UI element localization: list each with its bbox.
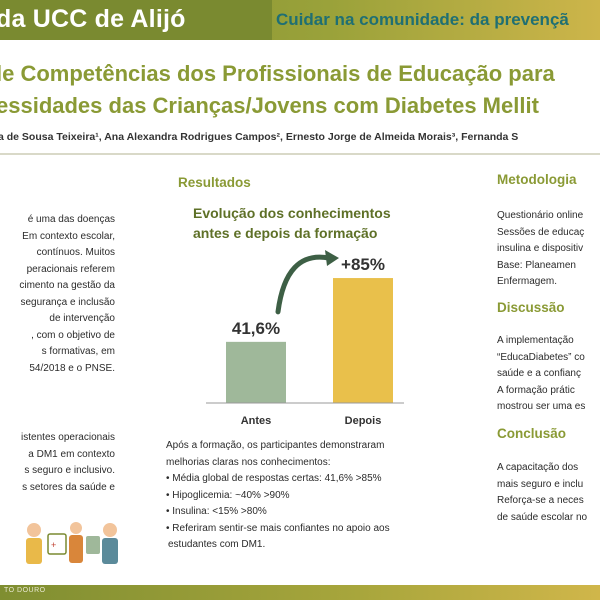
results-intro-line-1: Após a formação, os participantes demons…	[166, 440, 385, 451]
methodology-line-2: Sessões de educaç	[497, 226, 585, 238]
results-bullet-1: • Média global de respostas certas: 41,6…	[166, 473, 382, 484]
left-intro-line-5: cimento na gestão da	[19, 280, 115, 291]
left-intro-line-10: 54/2018 e o PNSE.	[29, 362, 115, 374]
methodology-line-3: insulina e dispositiv	[497, 243, 584, 254]
conclusion-heading: Conclusão	[497, 426, 567, 441]
results-intro-line-2: melhorias claras nos conhecimentos:	[166, 456, 331, 468]
left-objectives-line-4: s setores da saúde e	[22, 481, 115, 493]
chart-title-line-2: antes e depois da formação	[193, 225, 378, 241]
conclusion-line-1: A capacitação dos	[497, 462, 579, 473]
svg-text:+: +	[51, 540, 56, 550]
discussion-text: A implementação “EducaDiabetes” co saúde e…	[497, 333, 585, 416]
methodology-line-5: Enfermagem.	[497, 276, 558, 287]
authors: a de Sousa Teixeira¹, Ana Alexandra Rodr…	[0, 131, 519, 143]
methodology-line-1: Questionário online	[497, 210, 584, 221]
left-intro-line-1: é uma das doenças	[27, 214, 115, 225]
bar-depois	[333, 278, 393, 403]
discussion-heading: Discussão	[497, 300, 565, 315]
header-subtitle: Cuidar na comunidade: da prevençã	[276, 10, 569, 29]
header-band: da UCC de Alijó Cuidar na comunidade: da…	[0, 0, 600, 40]
title-divider	[0, 153, 600, 155]
children-illustration: +	[26, 522, 118, 564]
left-intro-line-6: segurança e inclusão	[20, 296, 115, 308]
category-label-1: Antes	[241, 415, 272, 427]
poster-title-line-1: le Competências dos Profissionais de Edu…	[0, 61, 555, 86]
conclusion-text: A capacitação dos mais seguro e inclu Refo…	[497, 460, 587, 526]
discussion-line-4: A formação prátic	[497, 384, 575, 396]
results-bullet-2: • Hipoglicemia: ~40% >90%	[166, 489, 290, 501]
knowledge-bar-chart: 41,6% Antes +85% Depois	[206, 250, 404, 427]
discussion-line-3: saúde e a confianç	[497, 368, 581, 379]
discussion-line-1: A implementação	[497, 335, 574, 346]
left-intro-line-3: contínuos. Muitos	[36, 247, 115, 258]
conclusion-line-3: Reforça-se a neces	[497, 495, 584, 506]
category-label-2: Depois	[345, 415, 382, 427]
left-intro-line-2: Em contexto escolar,	[22, 230, 115, 242]
poster-title-line-2: essidades das Crianças/Jovens com Diabet…	[0, 93, 539, 118]
left-intro-text: é uma das doenças Em contexto escolar, con…	[0, 212, 115, 377]
improvement-arrow	[275, 254, 332, 315]
bar-antes	[226, 341, 286, 403]
left-objectives-text: istentes operacionais a DM1 em contexto s …	[0, 430, 115, 496]
footer-text: TO DOURO	[4, 587, 46, 594]
improvement-arrow-head	[325, 250, 339, 267]
results-heading: Resultados	[178, 175, 251, 190]
results-bullet-4: • Referiram sentir-se mais confiantes no…	[166, 522, 390, 534]
discussion-line-5: mostrou ser uma es	[497, 401, 586, 412]
left-intro-line-9: s formativas, em	[41, 346, 115, 357]
header-title-block	[0, 0, 272, 40]
methodology-heading: Metodologia	[497, 172, 577, 187]
results-bullet-3: • Insulina: <15% >80%	[166, 506, 267, 517]
left-intro-line-7: de intervenção	[49, 313, 115, 324]
bar-value-label-1: 41,6%	[232, 319, 280, 338]
header-title: da UCC de Alijó	[0, 5, 186, 33]
bar-value-label-2: +85%	[341, 255, 385, 274]
chart-title-line-1: Evolução dos conhecimentos	[193, 205, 391, 221]
left-intro-line-8: , com o objetivo de	[31, 329, 115, 341]
results-text: Após a formação, os participantes demons…	[166, 438, 390, 554]
left-intro-line-4: peracionais referem	[26, 263, 115, 275]
left-objectives-line-2: a DM1 em contexto	[28, 448, 115, 460]
conclusion-line-4: de saúde escolar no	[497, 511, 588, 523]
footer-band: TO DOURO	[0, 585, 600, 600]
left-objectives-line-3: s seguro e inclusivo.	[24, 465, 115, 476]
methodology-text: Questionário online Sessões de educaç insu…	[497, 208, 584, 291]
results-bullet-4-cont: estudantes com DM1.	[168, 539, 266, 550]
methodology-line-4: Base: Planeamen	[497, 259, 576, 271]
chart-title: Evolução dos conhecimentos antes e depoi…	[193, 203, 391, 243]
left-objectives-line-1: istentes operacionais	[21, 432, 115, 443]
conclusion-line-2: mais seguro e inclu	[497, 478, 584, 490]
discussion-line-2: “EducaDiabetes” co	[497, 351, 585, 363]
